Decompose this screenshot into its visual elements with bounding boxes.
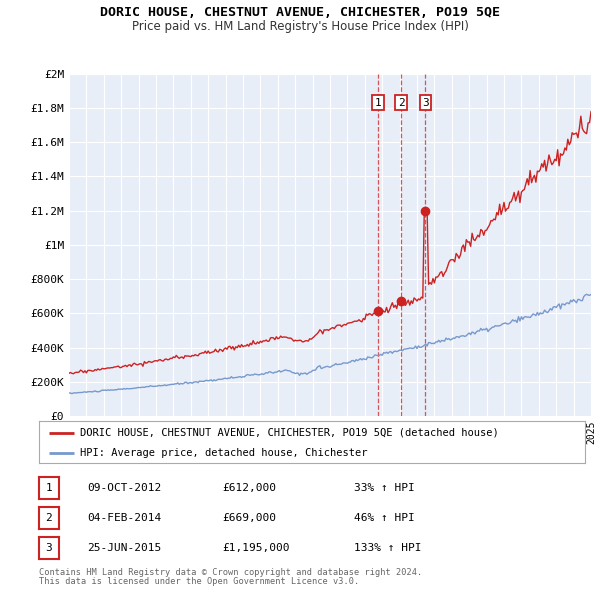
Text: £1,195,000: £1,195,000 (222, 543, 290, 553)
Text: 3: 3 (422, 98, 429, 108)
Text: 2: 2 (398, 98, 404, 108)
Text: Contains HM Land Registry data © Crown copyright and database right 2024.: Contains HM Land Registry data © Crown c… (39, 568, 422, 577)
Text: 1: 1 (375, 98, 382, 108)
Text: DORIC HOUSE, CHESTNUT AVENUE, CHICHESTER, PO19 5QE: DORIC HOUSE, CHESTNUT AVENUE, CHICHESTER… (100, 6, 500, 19)
Text: 46% ↑ HPI: 46% ↑ HPI (354, 513, 415, 523)
Text: 33% ↑ HPI: 33% ↑ HPI (354, 483, 415, 493)
Text: This data is licensed under the Open Government Licence v3.0.: This data is licensed under the Open Gov… (39, 578, 359, 586)
Text: £612,000: £612,000 (222, 483, 276, 493)
Text: HPI: Average price, detached house, Chichester: HPI: Average price, detached house, Chic… (80, 448, 367, 457)
Text: £669,000: £669,000 (222, 513, 276, 523)
Text: 1: 1 (46, 483, 52, 493)
Text: 09-OCT-2012: 09-OCT-2012 (87, 483, 161, 493)
Text: 133% ↑ HPI: 133% ↑ HPI (354, 543, 421, 553)
Text: 3: 3 (46, 543, 52, 553)
Text: 04-FEB-2014: 04-FEB-2014 (87, 513, 161, 523)
Text: 2: 2 (46, 513, 52, 523)
Text: DORIC HOUSE, CHESTNUT AVENUE, CHICHESTER, PO19 5QE (detached house): DORIC HOUSE, CHESTNUT AVENUE, CHICHESTER… (80, 428, 499, 438)
Text: 25-JUN-2015: 25-JUN-2015 (87, 543, 161, 553)
Text: Price paid vs. HM Land Registry's House Price Index (HPI): Price paid vs. HM Land Registry's House … (131, 20, 469, 33)
